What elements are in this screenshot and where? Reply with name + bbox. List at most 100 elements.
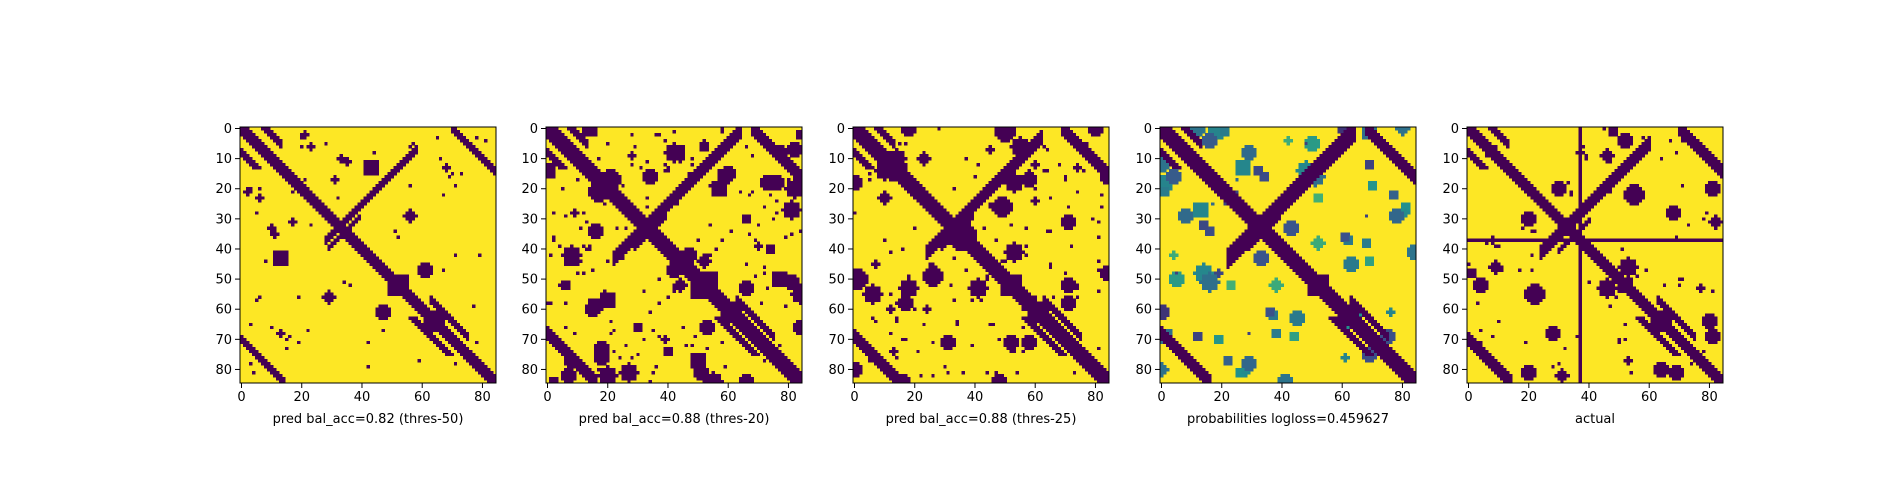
heatmap-cell [447, 319, 452, 324]
heatmap-cell [636, 229, 640, 233]
heatmap-cell [892, 142, 896, 146]
heatmap-cell [747, 376, 752, 381]
heatmap-cell [660, 217, 664, 221]
heatmap-cell [1021, 340, 1026, 345]
heatmap-cell [771, 151, 776, 155]
heatmap-cell [1057, 331, 1062, 336]
heatmap-cell [594, 358, 598, 363]
heatmap-cell [1024, 253, 1029, 257]
heatmap-cell [708, 322, 712, 327]
heatmap-cell [1081, 346, 1086, 351]
heatmap-cell [657, 223, 661, 227]
heatmap-cell [579, 370, 583, 375]
heatmap-cell [1051, 334, 1056, 339]
heatmap-cell [624, 250, 628, 254]
heatmap-cell [348, 238, 352, 242]
heatmap-cell [1096, 379, 1101, 384]
heatmap-cell [708, 154, 712, 158]
heatmap-cell [714, 298, 719, 303]
heatmap-cell [798, 283, 803, 287]
heatmap-cell [699, 175, 703, 179]
heatmap-cell [594, 133, 598, 137]
heatmap-cell [384, 181, 388, 185]
heatmap-cell [447, 328, 452, 333]
heatmap-cell [372, 262, 376, 266]
heatmap-cell [765, 142, 770, 146]
heatmap-cell [877, 157, 881, 161]
heatmap-cell [699, 283, 703, 287]
heatmap-cell [324, 142, 328, 146]
heatmap-cell [1027, 142, 1032, 146]
heatmap-cell [774, 148, 779, 152]
heatmap-cell [877, 127, 881, 131]
heatmap-cell [904, 283, 908, 287]
heatmap-cell [549, 130, 553, 134]
heatmap-cell [375, 262, 379, 266]
heatmap-cell [717, 172, 722, 176]
heatmap-cell [768, 148, 773, 152]
heatmap-cell [546, 334, 550, 339]
heatmap-cell [585, 364, 589, 369]
heatmap-cell [931, 271, 935, 275]
heatmap-cell [342, 223, 346, 227]
heatmap-cell [438, 319, 443, 324]
heatmap-cell [717, 292, 722, 297]
heatmap-cell [1042, 145, 1047, 149]
heatmap-cell [898, 175, 902, 179]
heatmap-cell [931, 241, 935, 245]
heatmap-cell [868, 289, 872, 293]
heatmap-cell [1045, 325, 1050, 330]
heatmap-cell [907, 274, 911, 278]
heatmap-cell [1069, 328, 1074, 333]
heatmap-cell [573, 253, 577, 257]
heatmap-cell [1090, 361, 1095, 366]
heatmap-cell [492, 166, 497, 170]
heatmap-cell [1006, 292, 1010, 297]
heatmap-cell [1063, 307, 1068, 312]
heatmap-cell [594, 298, 598, 303]
heatmap-cell [564, 247, 568, 251]
heatmap-cell [372, 193, 376, 197]
heatmap-cell [489, 166, 494, 170]
heatmap-cell [564, 352, 568, 357]
heatmap-cell [925, 205, 929, 209]
heatmap-cell [1012, 127, 1016, 131]
heatmap-cell [714, 376, 719, 381]
heatmap-cell [1069, 226, 1074, 230]
heatmap-cell [444, 313, 449, 318]
heatmap-cell [414, 319, 419, 324]
heatmap-cell [720, 145, 725, 149]
heatmap-cell [414, 322, 419, 327]
heatmap-cell [931, 373, 935, 378]
heatmap-cell [255, 166, 259, 170]
heatmap-cell [345, 163, 349, 167]
heatmap-cell [937, 238, 941, 242]
heatmap-cell [970, 289, 974, 293]
heatmap-cell [315, 199, 319, 203]
heatmap-cell [907, 175, 911, 179]
heatmap-cell [483, 370, 488, 375]
heatmap-cell [789, 379, 794, 384]
heatmap-cell [898, 169, 902, 173]
heatmap-cell [426, 262, 431, 266]
heatmap-cell [1027, 316, 1032, 321]
heatmap-cell [1033, 139, 1038, 143]
heatmap-cell [865, 274, 869, 278]
heatmap-cell [567, 349, 571, 354]
heatmap-cell [669, 352, 673, 357]
heatmap-cell [666, 157, 670, 161]
heatmap-cell [423, 310, 428, 315]
heatmap-cell [994, 265, 998, 269]
heatmap-cell [294, 175, 298, 179]
heatmap-cell [369, 196, 373, 200]
heatmap-cell [856, 268, 860, 272]
heatmap-cell [600, 232, 604, 236]
heatmap-cell [633, 247, 637, 251]
heatmap-cell [1021, 292, 1026, 297]
heatmap-cell [934, 244, 938, 248]
heatmap-cell [600, 292, 604, 297]
heatmap-cell [1006, 133, 1010, 137]
heatmap-cell [642, 178, 646, 182]
heatmap-cell [627, 235, 631, 239]
heatmap-cell [714, 289, 719, 293]
